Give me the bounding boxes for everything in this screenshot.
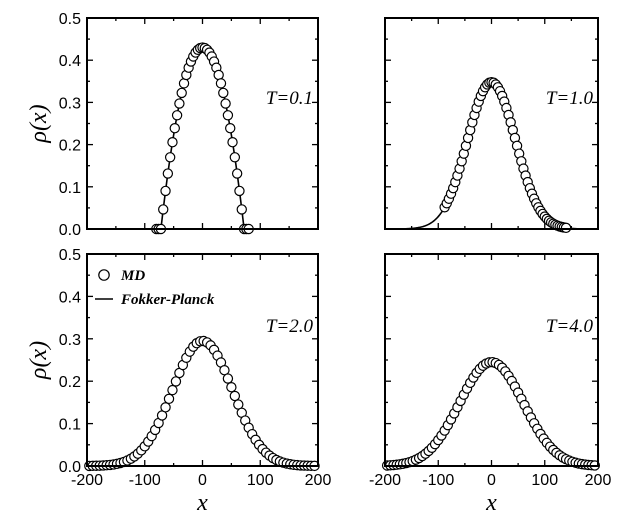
y-tick-label: 0.1 [59,180,81,197]
md-point [167,136,178,148]
fokker-planck-curve [87,46,318,230]
md-point [213,69,224,81]
y-axis-label: ρ(x) [26,104,52,143]
x-tick-label: -200 [369,472,401,489]
md-point [229,390,241,402]
plot-frame [86,17,319,230]
y-tick-label: 0.1 [59,417,81,434]
panel-top-right: T=1.0 [384,17,599,234]
x-tick-label: 200 [585,472,612,489]
md-point [160,402,171,413]
md-point [234,185,245,197]
panel-annotation: T=1.0 [546,88,594,109]
x-tick-label: 0 [198,472,207,489]
y-tick-label: 0.4 [59,53,81,70]
md-point [231,168,243,179]
md-point [162,168,174,179]
x-tick-label: 100 [247,472,274,489]
y-tick-label: 0.5 [59,11,81,28]
fokker-planck-curve [87,340,318,467]
md-point [229,152,241,163]
x-axis-label: x [196,490,208,516]
md-point [178,78,190,89]
md-point [225,122,236,134]
y-tick-label: 0.2 [59,138,81,155]
md-point [160,185,171,197]
md-point [227,136,238,148]
y-axis-label: ρ(x) [26,341,52,380]
y-tick-label: 0.4 [59,289,81,306]
legend-label: Fokker-Planck [120,292,215,308]
md-point [167,384,178,396]
md-point [158,204,169,215]
panel-bottom-right: -200 -100 0 100 200 T=4.0 x [369,253,612,516]
md-point [220,98,231,109]
panel-top-left: 0.0 0.1 0.2 0.3 0.4 0.5 T=0.1 ρ(x) [26,11,319,239]
fokker-planck-curve [384,361,599,467]
md-point [560,222,572,234]
md-point [222,110,234,121]
y-tick-label: 0.2 [59,374,81,391]
md-point [164,152,176,163]
x-tick-label: -100 [422,472,454,489]
panel-annotation: T=2.0 [266,316,314,337]
md-point [218,87,229,99]
md-point [174,98,185,109]
md-point [170,376,182,387]
y-tick-label: 0.3 [59,332,81,349]
y-tick-label: 0.3 [59,95,81,112]
x-tick-label: 200 [305,472,332,489]
md-point [222,373,234,384]
plot-frame [384,17,599,230]
x-tick-label: 0 [487,472,496,489]
x-axis-label: x [485,490,497,516]
md-point [176,87,187,99]
md-point [171,110,183,121]
x-tick-label: 100 [531,472,558,489]
plot-frame [86,253,319,467]
legend-label: MD [120,268,145,284]
md-point [226,382,237,393]
x-tick-label: -200 [71,472,103,489]
md-point [169,122,180,134]
y-tick-label: 0.5 [59,247,81,264]
md-point [215,78,227,89]
panel-annotation: T=0.1 [266,88,313,109]
legend-md-marker [98,269,110,281]
panel-annotation: T=4.0 [546,316,594,337]
y-tick-label: 0.0 [59,222,81,239]
y-tick-label: 0.0 [59,459,81,476]
panel-bottom-left: 0.0 0.1 0.2 0.3 0.4 0.5 -200 -100 0 100 200 T=2.0 ρ(… [26,247,331,516]
md-point [163,393,175,405]
x-tick-label: -100 [129,472,161,489]
md-point [236,204,247,215]
plot-frame [384,253,599,467]
